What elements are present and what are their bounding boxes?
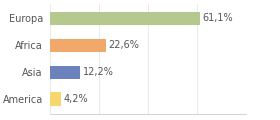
- Text: 22,6%: 22,6%: [108, 40, 139, 50]
- Text: 12,2%: 12,2%: [83, 67, 114, 77]
- Bar: [50, 92, 61, 106]
- Bar: [50, 66, 80, 79]
- Text: 61,1%: 61,1%: [202, 13, 233, 23]
- Text: 4,2%: 4,2%: [63, 94, 88, 104]
- Bar: [50, 12, 200, 25]
- Bar: [50, 39, 106, 52]
